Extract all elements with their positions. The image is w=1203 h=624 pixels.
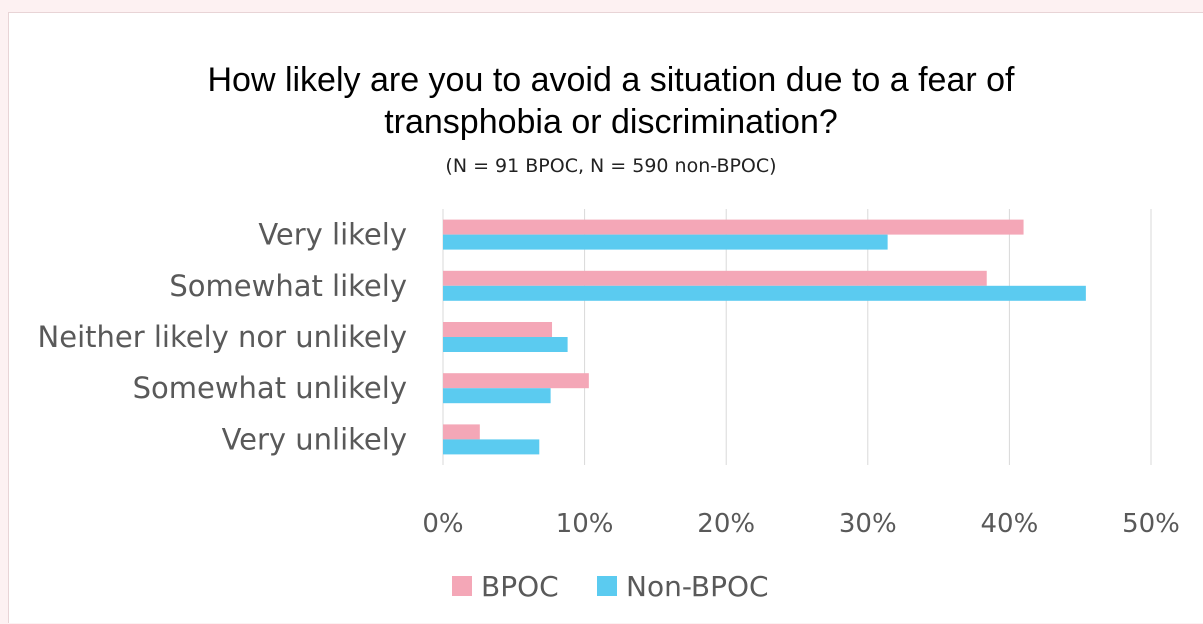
category-label: Somewhat likely [169,269,407,303]
category-labels: Very likely Somewhat likely Neither likely… [38,218,407,457]
legend-label: Non-BPOC [626,570,769,603]
bar-bpoc [443,270,987,286]
category-label: Very unlikely [222,422,407,456]
x-tick-label: 30% [839,509,897,539]
bar-bpoc [443,322,553,337]
bar-non-bpoc [443,439,540,455]
bar-bpoc [443,373,589,389]
gridlines [442,209,1152,465]
chart-svg: How likely are you to avoid a situation … [38,61,1180,603]
category-label: Somewhat unlikely [133,371,407,405]
chart-subtitle: (N = 91 BPOC, N = 590 non-BPOC) [445,155,776,177]
category-label: Very likely [258,218,407,252]
legend-label: BPOC [481,570,559,603]
legend-swatch [452,576,472,596]
legend-swatch [597,576,617,596]
bar-non-bpoc [443,388,551,404]
bar-non-bpoc [443,285,1086,301]
x-tick-labels: 0% 10% 20% 30% 40% 50% [422,509,1180,539]
x-tick-label: 20% [697,509,755,539]
x-tick-label: 0% [422,509,463,539]
legend: BPOC Non-BPOC [452,570,769,603]
category-label: Neither likely nor unlikely [38,320,407,354]
chart-title-line-1: How likely are you to avoid a situation … [207,61,1015,99]
x-tick-label: 10% [556,509,614,539]
chart-title-line-2: transphobia or discrimination? [384,103,838,141]
bar-bpoc [443,219,1024,235]
bar-bpoc [443,424,480,440]
bar-non-bpoc [443,337,568,352]
bars [443,219,1086,455]
x-tick-label: 40% [981,509,1039,539]
x-tick-label: 50% [1122,509,1180,539]
bar-non-bpoc [443,234,888,250]
chart-frame: How likely are you to avoid a situation … [8,12,1203,623]
